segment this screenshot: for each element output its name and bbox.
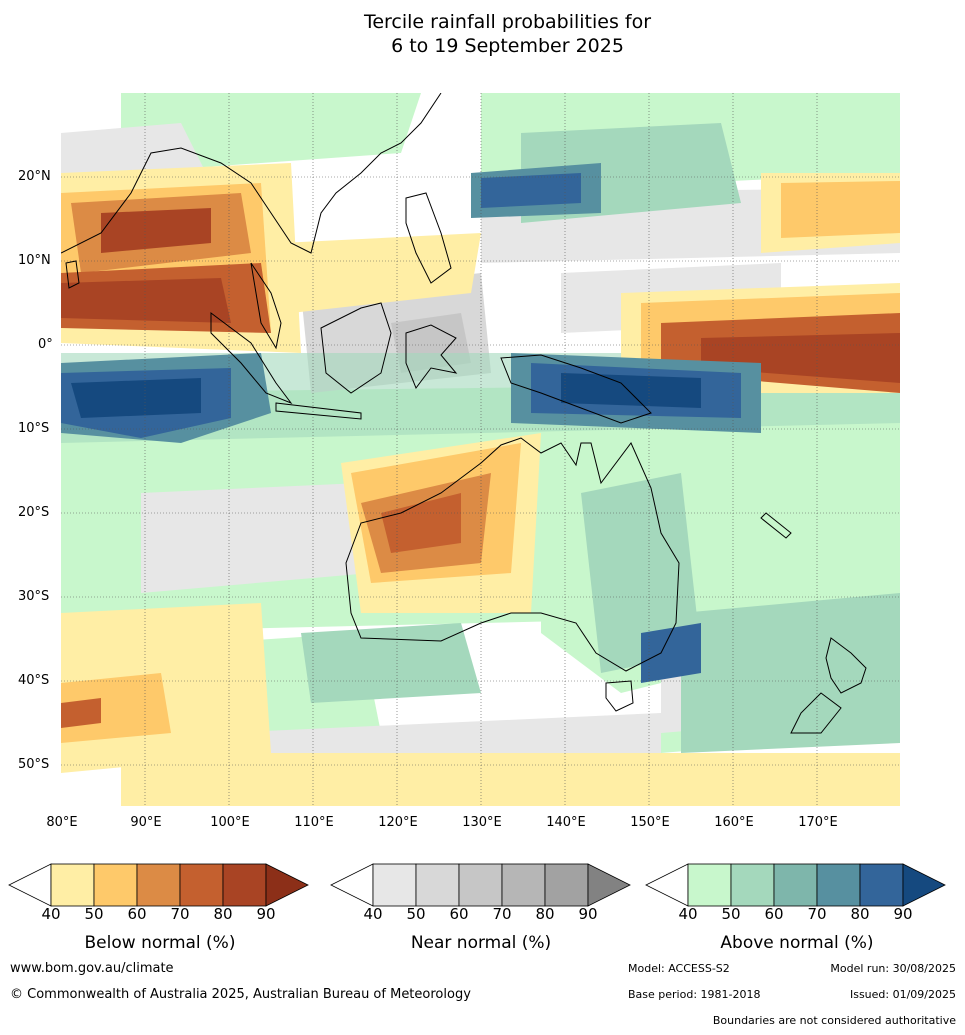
colorbar-lower-extension — [8, 863, 52, 907]
lat-label-50s: 50°S — [18, 757, 50, 772]
colorbar-tick-label: 70 — [807, 905, 827, 923]
footer-model: Model: ACCESS-S2 — [628, 962, 730, 975]
colorbar-segment — [458, 863, 503, 907]
lat-label-10s: 10°S — [18, 421, 50, 436]
colorbar-tick-label: 90 — [893, 905, 913, 923]
footer-website: www.bom.gov.au/climate — [10, 961, 174, 976]
colorbar-tick-label: 90 — [256, 905, 276, 923]
colorbar-upper-extension — [902, 863, 946, 907]
colorbar-near-normal — [330, 863, 631, 907]
new-guinea-coastline — [500, 354, 652, 424]
lat-label-40s: 40°S — [18, 673, 50, 688]
coastlines — [61, 93, 867, 734]
colorbar-segment — [544, 863, 589, 907]
lon-label-150e: 150°E — [630, 815, 670, 830]
philippines-coastline — [405, 192, 452, 284]
colorbar-tick-label: 40 — [678, 905, 698, 923]
colorbar-below-normal — [8, 863, 309, 907]
title-line-1: Tercile rainfall probabilities for — [363, 11, 652, 33]
lon-label-130e: 130°E — [462, 815, 502, 830]
colorbar-tick-label: 60 — [449, 905, 469, 923]
colorbar-tick-label: 50 — [721, 905, 741, 923]
colorbar-segment — [50, 863, 95, 907]
map-title: Tercile rainfall probabilities for 6 to … — [0, 10, 965, 58]
colorbar-tick-label: 40 — [41, 905, 61, 923]
lon-label-170e: 170°E — [798, 815, 838, 830]
colorbar-segment — [816, 863, 861, 907]
graticule — [61, 93, 900, 806]
colorbar-segment — [773, 863, 818, 907]
sri-lanka-coastline — [65, 260, 80, 289]
footer-copyright: © Commonwealth of Australia 2025, Austra… — [10, 987, 471, 1002]
lat-label-20s: 20°S — [18, 505, 50, 520]
footer-issued: Issued: 01/09/2025 — [849, 988, 956, 1001]
lon-label-90e: 90°E — [130, 815, 162, 830]
colorbar-lower-extension — [645, 863, 689, 907]
asia-coastline — [61, 93, 442, 254]
lon-label-110e: 110°E — [294, 815, 334, 830]
colorbar-above-normal — [645, 863, 946, 907]
new-zealand-coastline — [825, 637, 867, 694]
lon-label-120e: 120°E — [378, 815, 418, 830]
rainfall-probability-map — [61, 93, 900, 806]
colorbar-label-below: Below normal (%) — [84, 933, 236, 953]
colorbar-tick-label: 70 — [170, 905, 190, 923]
colorbar-segment — [372, 863, 417, 907]
colorbar-segment — [136, 863, 181, 907]
footer-disclaimer: Boundaries are not considered authoritat… — [712, 1014, 956, 1027]
colorbar-segment — [859, 863, 904, 907]
colorbar-segment — [93, 863, 138, 907]
java-coastline — [275, 402, 362, 420]
lon-label-160e: 160°E — [714, 815, 754, 830]
colorbar-segment — [687, 863, 732, 907]
footer-base-period: Base period: 1981-2018 — [628, 988, 761, 1001]
colorbar-lower-extension — [330, 863, 374, 907]
title-line-2: 6 to 19 September 2025 — [391, 35, 624, 57]
lat-label-30s: 30°S — [18, 589, 50, 604]
lat-label-10n: 10°N — [18, 253, 51, 268]
lon-label-80e: 80°E — [46, 815, 78, 830]
colorbar-segment — [222, 863, 267, 907]
colorbar-tick-label: 80 — [535, 905, 555, 923]
footer-model-run: Model run: 30/08/2025 — [830, 962, 956, 975]
colorbar-label-near: Near normal (%) — [410, 933, 552, 953]
colorbar-label-above: Above normal (%) — [720, 933, 874, 953]
colorbar-segment — [730, 863, 775, 907]
colorbar-upper-extension — [587, 863, 631, 907]
tasmania-coastline — [605, 680, 634, 712]
colorbar-tick-label: 40 — [363, 905, 383, 923]
sumatra-coastline — [210, 312, 293, 405]
colorbar-tick-label: 90 — [578, 905, 598, 923]
colorbar-tick-label: 60 — [764, 905, 784, 923]
colorbar-tick-label: 80 — [850, 905, 870, 923]
colorbar-upper-extension — [265, 863, 309, 907]
lat-label-0: 0° — [38, 337, 53, 352]
colorbar-segment — [501, 863, 546, 907]
australia-coastline — [345, 437, 680, 672]
colorbar-tick-label: 50 — [84, 905, 104, 923]
colorbar-segment — [179, 863, 224, 907]
colorbar-tick-label: 50 — [406, 905, 426, 923]
lon-label-140e: 140°E — [546, 815, 586, 830]
colorbar-segment — [415, 863, 460, 907]
sulawesi-coastline — [405, 324, 458, 390]
colorbar-tick-label: 80 — [213, 905, 233, 923]
borneo-coastline — [320, 302, 392, 394]
colorbar-tick-label: 60 — [127, 905, 147, 923]
lat-label-20n: 20°N — [18, 169, 51, 184]
above-normal-strong-areas — [61, 163, 761, 683]
lon-label-100e: 100°E — [210, 815, 250, 830]
colorbar-tick-label: 70 — [492, 905, 512, 923]
